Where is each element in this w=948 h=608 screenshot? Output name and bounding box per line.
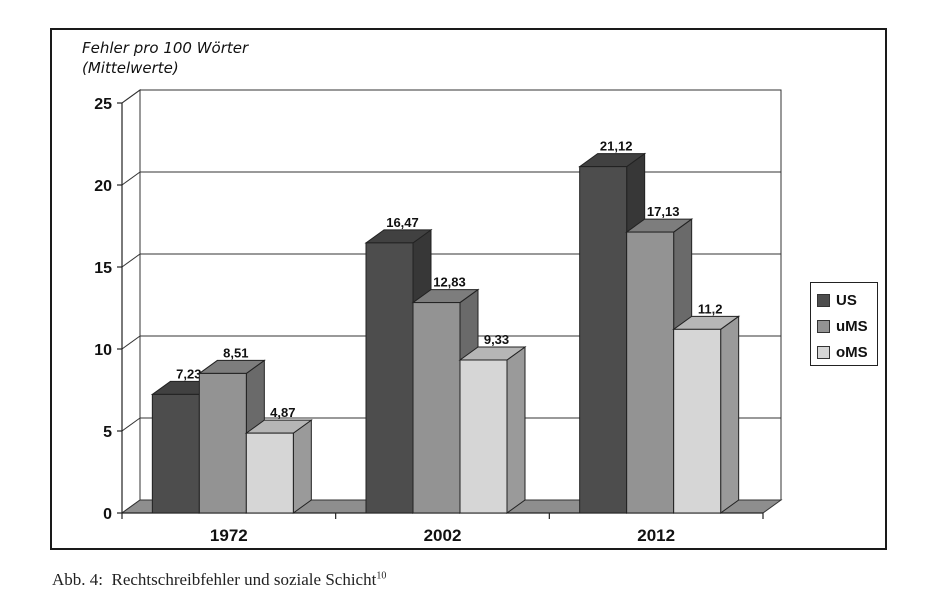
legend-swatch-ums — [817, 319, 830, 333]
data-label: 17,13 — [647, 204, 680, 219]
gridline-side — [121, 417, 141, 432]
legend-item-oms: oMS — [817, 339, 877, 365]
y-tick-label: 25 — [94, 96, 112, 113]
data-label: 9,33 — [484, 332, 509, 347]
caption-text: Rechtschreibfehler und soziale Schicht — [111, 570, 377, 589]
caption-footnote: 10 — [376, 570, 387, 582]
side-wall — [121, 89, 141, 514]
data-label: 21,12 — [600, 139, 633, 154]
bar-side — [720, 315, 740, 514]
data-label: 11,2 — [698, 301, 723, 316]
figure-caption: Abb. 4: Rechtschreibfehler und soziale S… — [52, 570, 386, 590]
x-tick-label: 2002 — [424, 526, 462, 545]
y-tick-label: 20 — [94, 178, 112, 195]
legend-item-us: US — [817, 287, 877, 313]
caption-prefix: Abb. 4: — [52, 570, 103, 589]
legend-swatch-us — [817, 293, 830, 307]
x-tick-label: 1972 — [210, 526, 248, 545]
legend-label-oms: oMS — [836, 343, 868, 361]
bar — [365, 242, 414, 514]
y-tick-label: 0 — [103, 506, 112, 523]
bar — [245, 432, 294, 514]
bar — [673, 328, 722, 514]
y-axis-title-line1: Fehler pro 100 Wörter — [82, 39, 249, 57]
bar — [151, 393, 200, 514]
bar — [626, 231, 675, 514]
y-axis-title: Fehler pro 100 Wörter (Mittelwerte) — [82, 38, 248, 78]
y-axis-title-line2: (Mittelwerte) — [82, 59, 179, 77]
data-label: 16,47 — [386, 215, 419, 230]
x-tick-label: 2012 — [637, 526, 675, 545]
bar-side — [506, 346, 526, 514]
bar-chart: 0 5 10 15 20 25 7,23 8,51 4,87 1972 16,47 12,83 9,33… — [94, 89, 783, 545]
gridline-side — [121, 253, 141, 268]
data-label: 12,83 — [433, 275, 466, 290]
bar — [579, 166, 628, 514]
y-tick-label: 15 — [94, 260, 112, 277]
data-label: 7,23 — [176, 366, 201, 381]
legend-label-ums: uMS — [836, 317, 868, 335]
legend: US uMS oMS — [810, 282, 878, 366]
legend-label-us: US — [836, 291, 857, 309]
legend-item-ums: uMS — [817, 313, 877, 339]
bar — [459, 359, 508, 514]
gridline-side — [121, 171, 141, 186]
bar — [412, 302, 461, 514]
gridline-side — [121, 89, 141, 104]
y-tick-label: 10 — [94, 342, 112, 359]
bar — [198, 372, 247, 514]
data-label: 8,51 — [223, 345, 248, 360]
gridline-side — [121, 335, 141, 350]
y-tick-label: 5 — [103, 424, 112, 441]
data-label: 4,87 — [270, 405, 295, 420]
legend-swatch-oms — [817, 345, 830, 359]
bar-side — [292, 419, 312, 514]
